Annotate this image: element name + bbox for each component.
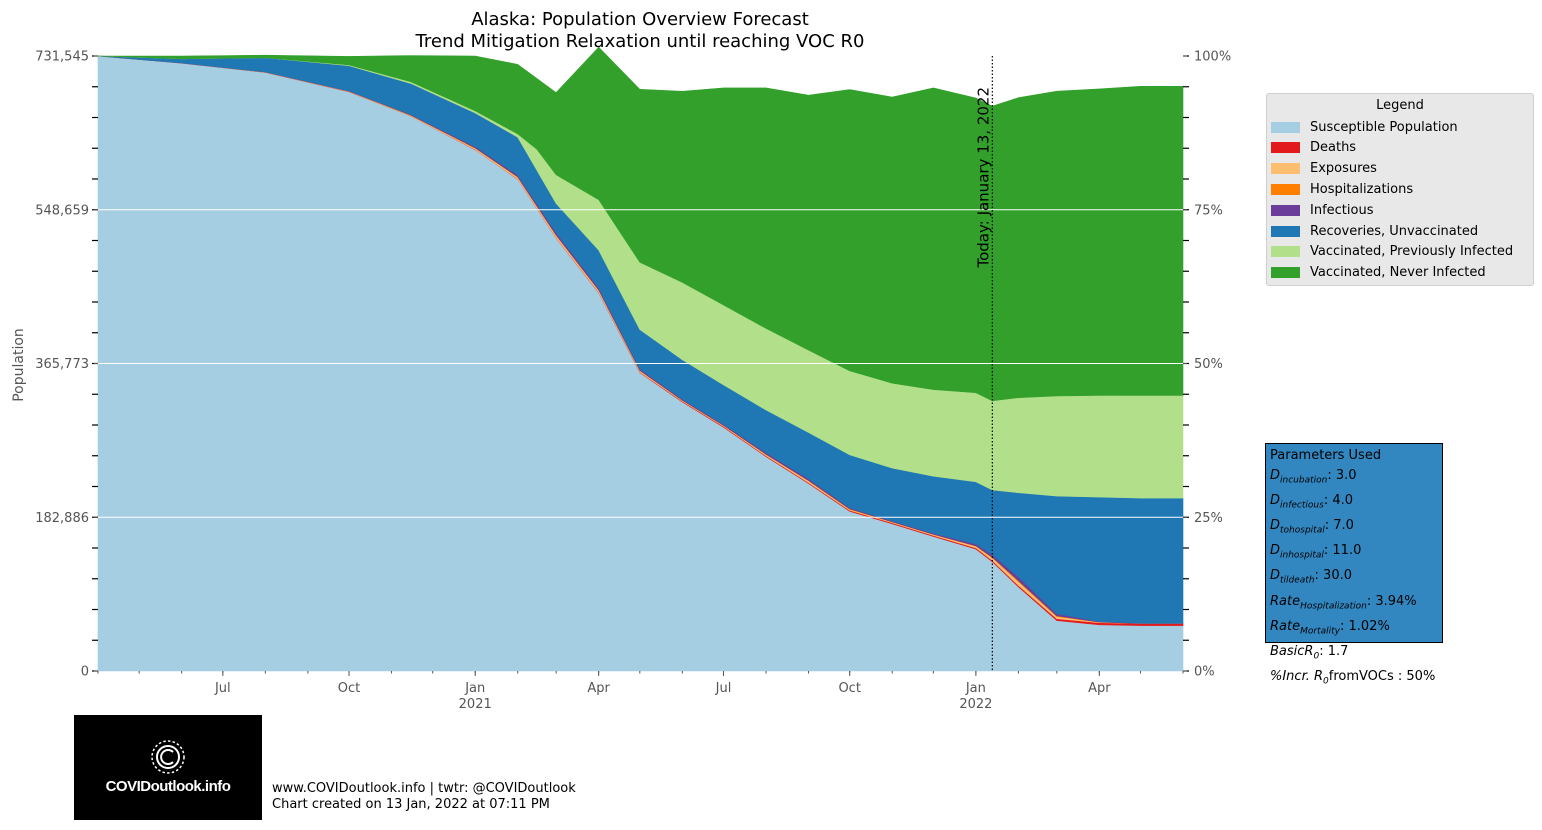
legend-swatch — [1271, 121, 1300, 133]
y-tick-label-right: 0% — [1194, 665, 1215, 680]
stacked-areas — [97, 46, 1184, 672]
legend-item: Vaccinated, Never Infected — [1271, 263, 1486, 283]
y-tick-label-right: 100% — [1194, 50, 1231, 65]
chart-subtitle: Trend Mitigation Relaxation until reachi… — [415, 31, 865, 52]
legend-label: Susceptible Population — [1310, 119, 1458, 135]
axes: 731,545 100% 548,659 75% 365,773 50% 182,886 25… — [35, 50, 1231, 713]
legend-swatch — [1271, 183, 1300, 195]
y-tick-label-right: 25% — [1194, 511, 1223, 526]
legend-swatch — [1271, 267, 1300, 279]
x-tick-label: Apr — [1088, 681, 1111, 696]
legend-title: Legend — [1376, 98, 1424, 113]
y-tick-label-left: 365,773 — [35, 357, 89, 372]
y-tick-label-left: 731,545 — [35, 50, 89, 65]
legend-item: Infectious — [1271, 200, 1373, 220]
legend-item: Recoveries, Unvaccinated — [1271, 221, 1478, 241]
chart-title: Alaska: Population Overview Forecast — [471, 9, 809, 30]
parameter-row: Dtohospital: 7.0 — [1270, 517, 1354, 536]
x-tick-label: Apr — [587, 681, 610, 696]
legend-swatch — [1271, 225, 1300, 237]
today-label: Today: January 13, 2022 — [974, 87, 992, 269]
legend: Legend Susceptible Population Deaths Expos… — [1266, 93, 1534, 286]
parameter-row: Dincubation: 3.0 — [1270, 467, 1357, 486]
legend-item: Deaths — [1271, 138, 1356, 158]
parameter-row: RateMortality: 1.02% — [1270, 618, 1390, 637]
legend-label: Vaccinated, Never Infected — [1310, 265, 1486, 281]
virus-icon — [151, 740, 185, 774]
parameter-row: Dinfectious: 4.0 — [1270, 492, 1353, 511]
legend-label: Hospitalizations — [1310, 181, 1414, 197]
legend-swatch — [1271, 204, 1300, 216]
legend-item: Hospitalizations — [1271, 179, 1413, 199]
x-tick-year-label: 2021 — [459, 697, 492, 712]
logo-text: COVIDoutlook.info — [105, 778, 231, 795]
y-tick-label-left: 182,886 — [35, 511, 89, 526]
x-tick-label: Jul — [214, 681, 231, 696]
parameter-row: BasicR0: 1.7 — [1270, 643, 1349, 662]
legend-item: Vaccinated, Previously Infected — [1271, 242, 1513, 262]
legend-swatch — [1271, 163, 1300, 175]
footer-links: www.COVIDoutlook.info | twtr: @COVIDoutl… — [272, 781, 576, 796]
y-tick-label-right: 75% — [1194, 203, 1223, 218]
parameter-row: RateHospitalization: 3.94% — [1270, 593, 1417, 612]
parameters-title: Parameters Used — [1270, 448, 1382, 463]
footer: www.COVIDoutlook.info | twtr: @COVIDoutl… — [272, 781, 576, 813]
parameter-row: %Incr. R0fromVOCs : 50% — [1270, 669, 1436, 687]
gridlines — [98, 209, 1183, 518]
x-tick-year-label: 2022 — [959, 697, 992, 712]
legend-label: Vaccinated, Previously Infected — [1310, 244, 1514, 260]
x-tick-label: Oct — [838, 681, 860, 696]
footer-created: Chart created on 13 Jan, 2022 at 07:11 P… — [272, 797, 550, 812]
x-tick-label: Jan — [464, 681, 485, 696]
legend-label: Exposures — [1310, 161, 1377, 177]
legend-label: Deaths — [1310, 140, 1357, 156]
legend-item: Susceptible Population — [1271, 117, 1458, 137]
y-tick-label-left: 548,659 — [35, 203, 89, 218]
x-tick-label: Jan — [965, 681, 986, 696]
parameters-box: Parameters Used Dincubation: 3.0 Dinfecti… — [1265, 443, 1443, 687]
legend-swatch — [1271, 142, 1300, 154]
y-axis-label: Population — [11, 328, 27, 402]
x-tick-label: Jul — [715, 681, 732, 696]
legend-swatch — [1271, 246, 1300, 258]
covidoutlook-logo: COVIDoutlook.info — [74, 715, 262, 820]
parameter-row: Dtildeath: 30.0 — [1270, 568, 1353, 586]
legend-label: Recoveries, Unvaccinated — [1310, 223, 1479, 239]
today-marker: Today: January 13, 2022 — [974, 56, 993, 671]
legend-item: Exposures — [1271, 159, 1377, 179]
y-tick-label-right: 50% — [1194, 357, 1223, 372]
parameter-row: Dinhospital: 11.0 — [1270, 543, 1362, 561]
x-tick-label: Oct — [338, 681, 360, 696]
legend-label: Infectious — [1310, 202, 1374, 218]
y-tick-label-left: 0 — [81, 665, 89, 680]
